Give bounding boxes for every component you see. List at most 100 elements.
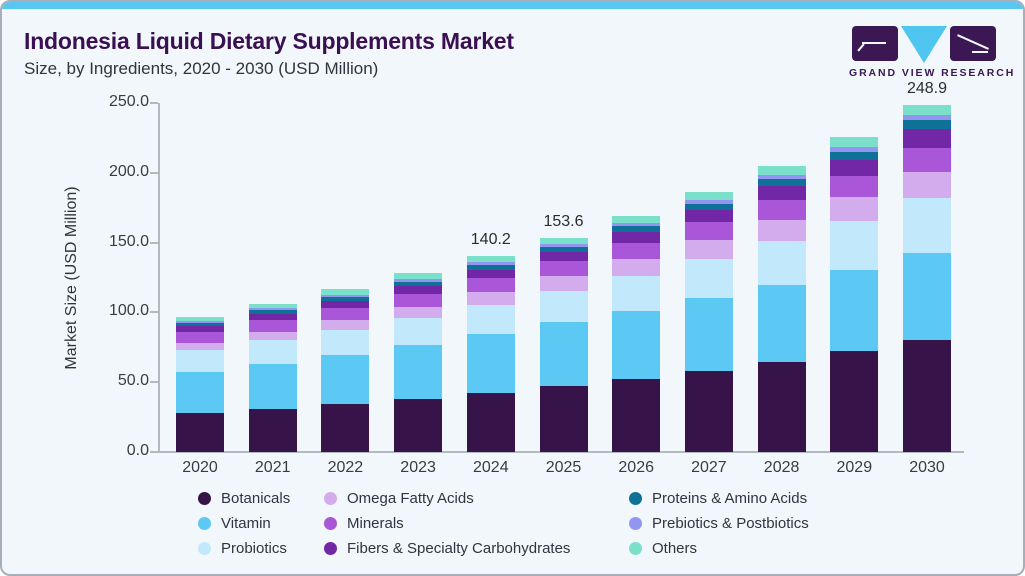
bar-segment-prebiotics-postbiotics bbox=[612, 223, 661, 227]
legend-label: Probiotics bbox=[221, 540, 287, 557]
bar-segment-fibers-specialty-carbohydrates bbox=[612, 232, 661, 243]
bar-group bbox=[466, 256, 515, 452]
legend-item: Probiotics bbox=[198, 538, 290, 559]
bar-segment-minerals bbox=[903, 148, 951, 172]
bar-segment-others bbox=[830, 136, 879, 148]
bar-segment-omega-fatty-acids bbox=[248, 331, 297, 341]
bar-segment-fibers-specialty-carbohydrates bbox=[830, 159, 879, 176]
bar-segment-others bbox=[757, 165, 806, 176]
bar-segment-others bbox=[684, 192, 733, 200]
bar-total-label: 248.9 bbox=[906, 79, 948, 97]
bar-segment-others bbox=[248, 303, 297, 309]
bar-segment-proteins-amino-acids bbox=[176, 322, 224, 326]
legend-label: Prebiotics & Postbiotics bbox=[652, 515, 809, 532]
x-tick-label: 2028 bbox=[763, 459, 800, 476]
bar-segment-proteins-amino-acids bbox=[466, 264, 515, 270]
legend-label: Others bbox=[652, 540, 698, 557]
bar-segment-fibers-specialty-carbohydrates bbox=[539, 252, 588, 262]
x-tick-label: 2029 bbox=[836, 459, 873, 476]
x-tick-label: 2030 bbox=[909, 459, 945, 476]
bar-segment-omega-fatty-acids bbox=[684, 240, 733, 260]
bar-segment-vitamin bbox=[394, 345, 443, 399]
bar-group bbox=[176, 316, 224, 452]
bar-segment-minerals bbox=[830, 176, 879, 198]
bar-segment-omega-fatty-acids bbox=[757, 219, 806, 241]
y-axis-title: Market Size (USD Million) bbox=[63, 186, 80, 370]
bar-segment-proteins-amino-acids bbox=[612, 226, 661, 233]
bar-segment-omega-fatty-acids bbox=[394, 306, 443, 319]
bar-segment-minerals bbox=[176, 331, 224, 343]
bar-segment-others bbox=[466, 256, 515, 263]
bar-segment-fibers-specialty-carbohydrates bbox=[757, 186, 806, 201]
legend-label: Minerals bbox=[347, 515, 404, 532]
bar-segment-minerals bbox=[394, 293, 443, 307]
y-tick-mark bbox=[150, 102, 158, 104]
bar-segment-botanicals bbox=[466, 392, 515, 452]
legend-column: Omega Fatty Acids Minerals Fibers & Specia… bbox=[324, 488, 570, 563]
grand-view-research-logo: GRAND VIEW RESEARCH bbox=[849, 26, 1013, 79]
bar-segment-botanicals bbox=[394, 398, 443, 452]
legend-item: Vitamin bbox=[198, 513, 290, 534]
bar-segment-prebiotics-postbiotics bbox=[539, 243, 588, 247]
y-tick-label: 200.0 bbox=[108, 162, 149, 180]
bar-segment-fibers-specialty-carbohydrates bbox=[176, 325, 224, 332]
legend-dot-icon bbox=[198, 542, 211, 555]
y-tick-label: 0.0 bbox=[126, 442, 149, 459]
bar-segment-fibers-specialty-carbohydrates bbox=[466, 269, 515, 278]
x-tick-label: 2025 bbox=[545, 459, 582, 476]
bar-segment-minerals bbox=[248, 320, 297, 332]
bar-segment-prebiotics-postbiotics bbox=[684, 199, 733, 204]
bar-total-label: 153.6 bbox=[543, 212, 584, 230]
bar-segment-proteins-amino-acids bbox=[830, 151, 879, 160]
bar-segment-fibers-specialty-carbohydrates bbox=[684, 210, 733, 223]
bar-group bbox=[830, 136, 879, 452]
bar-segment-proteins-amino-acids bbox=[394, 281, 443, 286]
bar-segment-vitamin bbox=[612, 310, 661, 379]
bar-segment-fibers-specialty-carbohydrates bbox=[321, 300, 370, 308]
bar-segment-minerals bbox=[539, 261, 588, 276]
gvr-logo-mark bbox=[849, 26, 999, 64]
bar-segment-minerals bbox=[757, 200, 806, 220]
bar-group bbox=[539, 237, 588, 452]
bar-segment-others bbox=[394, 273, 443, 280]
bar-segment-vitamin bbox=[830, 269, 879, 352]
bar-segment-proteins-amino-acids bbox=[248, 310, 297, 314]
bar-segment-others bbox=[903, 104, 951, 115]
bar-segment-probiotics bbox=[176, 350, 224, 372]
bar-segment-proteins-amino-acids bbox=[903, 120, 951, 130]
legend-dot-icon bbox=[324, 542, 337, 555]
bar-segment-vitamin bbox=[176, 371, 224, 414]
x-tick-label: 2022 bbox=[327, 459, 364, 476]
bar-segment-probiotics bbox=[394, 318, 443, 346]
legend-item: Minerals bbox=[324, 513, 570, 534]
bar-segment-probiotics bbox=[466, 305, 515, 335]
bar-segment-vitamin bbox=[684, 298, 733, 371]
bar-segment-prebiotics-postbiotics bbox=[176, 320, 224, 323]
bar-segment-vitamin bbox=[757, 284, 806, 362]
bar-segment-botanicals bbox=[176, 413, 224, 452]
legend-item: Botanicals bbox=[198, 488, 290, 509]
bar-total-label: 140.2 bbox=[470, 231, 511, 249]
legend-column: Proteins & Amino Acids Prebiotics & Postb… bbox=[629, 488, 809, 563]
bar-segment-fibers-specialty-carbohydrates bbox=[394, 285, 443, 294]
bar-segment-omega-fatty-acids bbox=[612, 258, 661, 276]
bar-group bbox=[321, 289, 370, 452]
bar-segment-fibers-specialty-carbohydrates bbox=[248, 313, 297, 321]
legend-label: Omega Fatty Acids bbox=[347, 490, 474, 507]
legend-dot-icon bbox=[629, 492, 642, 505]
bar-segment-botanicals bbox=[539, 386, 588, 452]
bar-segment-botanicals bbox=[248, 409, 297, 452]
x-tick-label: 2023 bbox=[400, 459, 436, 476]
bar-segment-omega-fatty-acids bbox=[176, 342, 224, 351]
bar-segment-proteins-amino-acids bbox=[684, 203, 733, 211]
legend-item: Others bbox=[629, 538, 809, 559]
y-tick-label: 50.0 bbox=[117, 372, 149, 390]
bar-segment-probiotics bbox=[612, 275, 661, 311]
bar-segment-prebiotics-postbiotics bbox=[394, 279, 443, 282]
legend-dot-icon bbox=[324, 517, 337, 530]
bar-segment-minerals bbox=[466, 277, 515, 292]
legend-column: Botanicals Vitamin Probiotics bbox=[198, 488, 290, 563]
bar-segment-prebiotics-postbiotics bbox=[321, 294, 370, 297]
y-tick-label: 150.0 bbox=[108, 232, 149, 250]
legend-label: Botanicals bbox=[221, 490, 291, 507]
